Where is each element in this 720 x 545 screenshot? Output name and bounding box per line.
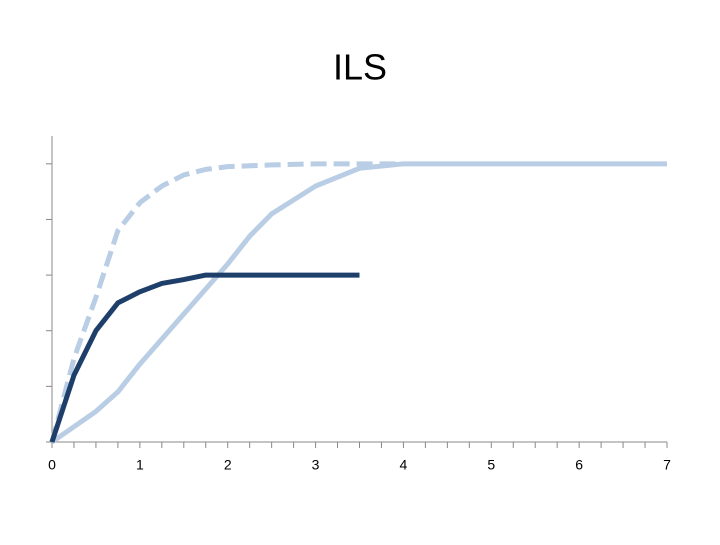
x-tick-label: 1 [136,457,144,473]
x-tick-label: 5 [487,457,495,473]
x-tick-label: 4 [400,457,408,473]
chart-title: ILS [333,47,387,88]
x-tick-label: 3 [312,457,320,473]
series-line [50,161,667,445]
x-tick-label: 2 [224,457,232,473]
series-line [49,272,360,443]
series-line [49,161,404,443]
x-tick-label: 7 [663,457,671,473]
x-tick-label: 6 [575,457,583,473]
x-tick-label: 0 [48,457,56,473]
